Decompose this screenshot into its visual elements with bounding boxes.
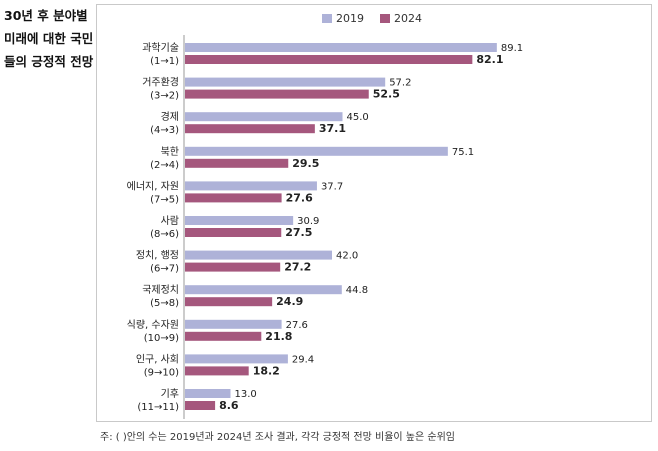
data-label-2019: 57.2 — [389, 78, 411, 89]
data-label-2024: 27.6 — [286, 191, 313, 204]
category-rank: (8→6) — [150, 229, 179, 240]
bar-2019 — [185, 77, 386, 87]
data-label-2019: 42.0 — [336, 251, 358, 262]
category-rank: (9→10) — [144, 367, 179, 378]
bar-2024 — [185, 124, 315, 134]
bar-2019 — [185, 250, 332, 260]
category-rank: (5→8) — [150, 298, 179, 309]
category-label: 식량, 수자원 — [127, 319, 179, 331]
title-line-2: 미래에 대한 국민 — [4, 31, 94, 46]
bar-2024 — [185, 55, 473, 64]
category-rank: (6→7) — [150, 264, 179, 275]
bar-2019 — [185, 285, 342, 295]
data-label-2024: 18.2 — [253, 364, 280, 377]
bar-2024 — [185, 262, 281, 272]
data-label-2019: 45.0 — [347, 112, 369, 123]
bar-2024 — [185, 331, 262, 341]
bar-2024 — [185, 228, 282, 237]
category-label: 경제 — [161, 110, 179, 123]
data-label-2024: 21.8 — [265, 330, 292, 343]
data-label-2024: 52.5 — [373, 88, 400, 101]
data-label-2024: 27.5 — [285, 226, 312, 239]
data-label-2019: 37.7 — [321, 181, 343, 192]
bar-2024 — [185, 158, 289, 168]
footnote: 주: ( )안의 수는 2019년과 2024년 조사 결과, 각각 긍정적 전… — [100, 432, 455, 443]
bar-2024 — [185, 297, 273, 307]
category-rank: (10→9) — [144, 333, 179, 344]
legend-swatch-2019 — [322, 14, 332, 23]
category-label: 국제정치 — [142, 284, 179, 296]
data-label-2024: 82.1 — [476, 53, 503, 66]
data-label-2024: 27.2 — [284, 261, 311, 274]
data-label-2019: 27.6 — [286, 320, 308, 331]
data-label-2024: 29.5 — [292, 157, 319, 170]
category-rank: (7→5) — [150, 194, 179, 205]
category-rank: (2→4) — [150, 160, 179, 171]
bar-2019 — [185, 216, 294, 225]
data-label-2024: 8.6 — [219, 399, 239, 412]
bar-2024 — [185, 366, 249, 376]
data-label-2024: 24.9 — [276, 295, 303, 308]
chart-frame: 2019 2024 과학기술 (1→1) 89.1 82.1 거주환경 (3→2) 57.2 52… — [96, 4, 652, 422]
bar-chart: 2019 2024 과학기술 (1→1) 89.182.1 거주환경 (3→2) 57.252… — [127, 12, 523, 419]
title-line-1: 30년 후 분야별 — [4, 8, 88, 23]
bar-2019 — [185, 389, 231, 398]
legend-label-2019: 2019 — [336, 12, 364, 25]
legend-swatch-2024 — [380, 14, 390, 23]
data-label-2019: 13.0 — [235, 389, 257, 400]
category-rank: (11→11) — [137, 402, 179, 413]
category-rank: (3→2) — [150, 91, 179, 102]
bar-2019 — [185, 112, 343, 122]
bar-2019 — [185, 354, 288, 364]
category-rank: (1→1) — [150, 56, 179, 67]
category-label: 북한 — [161, 146, 179, 158]
bar-2024 — [185, 401, 216, 410]
bar-2024 — [185, 193, 282, 203]
data-label-2019: 29.4 — [292, 354, 314, 365]
bar-2024 — [185, 89, 369, 99]
category-label: 에너지, 자원 — [127, 180, 179, 192]
bar-2019 — [185, 146, 448, 156]
legend-label-2024: 2024 — [394, 12, 422, 25]
data-label-2019: 75.1 — [452, 147, 474, 158]
title-line-3: 들의 긍정적 전망 — [4, 54, 94, 69]
data-label-2019: 30.9 — [297, 216, 319, 227]
category-label: 사람 — [161, 214, 179, 227]
category-label: 거주환경 — [142, 76, 179, 89]
bar-2019 — [185, 43, 497, 52]
category-label: 인구, 사회 — [136, 353, 179, 365]
chart-title: 30년 후 분야별 미래에 대한 국민 들의 긍정적 전망 — [4, 4, 96, 73]
data-label-2024: 37.1 — [319, 122, 346, 135]
category-rank: (4→3) — [150, 125, 179, 136]
category-label: 기후 — [161, 388, 179, 400]
category-label: 과학기술 — [142, 42, 179, 54]
data-label-2019: 89.1 — [501, 43, 523, 54]
data-label-2019: 44.8 — [346, 285, 368, 296]
category-label: 정치, 행정 — [136, 250, 179, 262]
bar-2019 — [185, 319, 282, 329]
bar-2019 — [185, 181, 317, 191]
